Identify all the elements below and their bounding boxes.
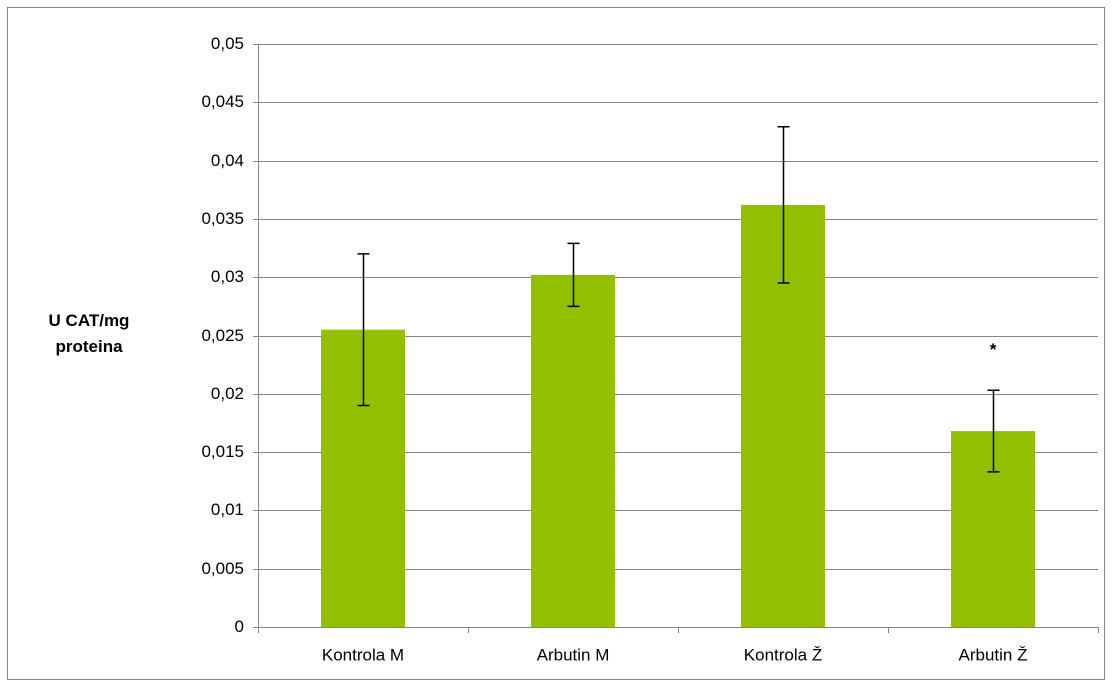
- y-tick-label: 0: [235, 617, 244, 636]
- y-tick-label: 0,045: [201, 92, 244, 111]
- x-tick-label: Arbutin M: [537, 645, 610, 664]
- annotation: *: [990, 340, 997, 359]
- y-tick-label: 0,03: [211, 267, 244, 286]
- y-tick-label: 0,005: [201, 559, 244, 578]
- y-tick-label: 0,015: [201, 442, 244, 461]
- error-bar: [987, 389, 1000, 473]
- error-bar: [777, 126, 790, 284]
- chart-border: [7, 7, 1105, 680]
- y-tick-label: 0,01: [211, 500, 244, 519]
- y-tick-label: 0,02: [211, 384, 244, 403]
- y-axis-label: U CAT/mg proteina: [48, 311, 130, 356]
- x-tick-label: Kontrola Ž: [744, 645, 822, 664]
- x-tick-label: Arbutin Ž: [959, 645, 1028, 664]
- y-tick-label: 0,035: [201, 209, 244, 228]
- error-bar: [567, 242, 580, 308]
- x-tick-label: Kontrola M: [322, 645, 404, 664]
- y-tick-label: 0,04: [211, 151, 244, 170]
- error-bar: [357, 253, 370, 407]
- y-tick-label: 0,05: [211, 34, 244, 53]
- bar: [531, 274, 615, 627]
- y-tick-label: 0,025: [201, 326, 244, 345]
